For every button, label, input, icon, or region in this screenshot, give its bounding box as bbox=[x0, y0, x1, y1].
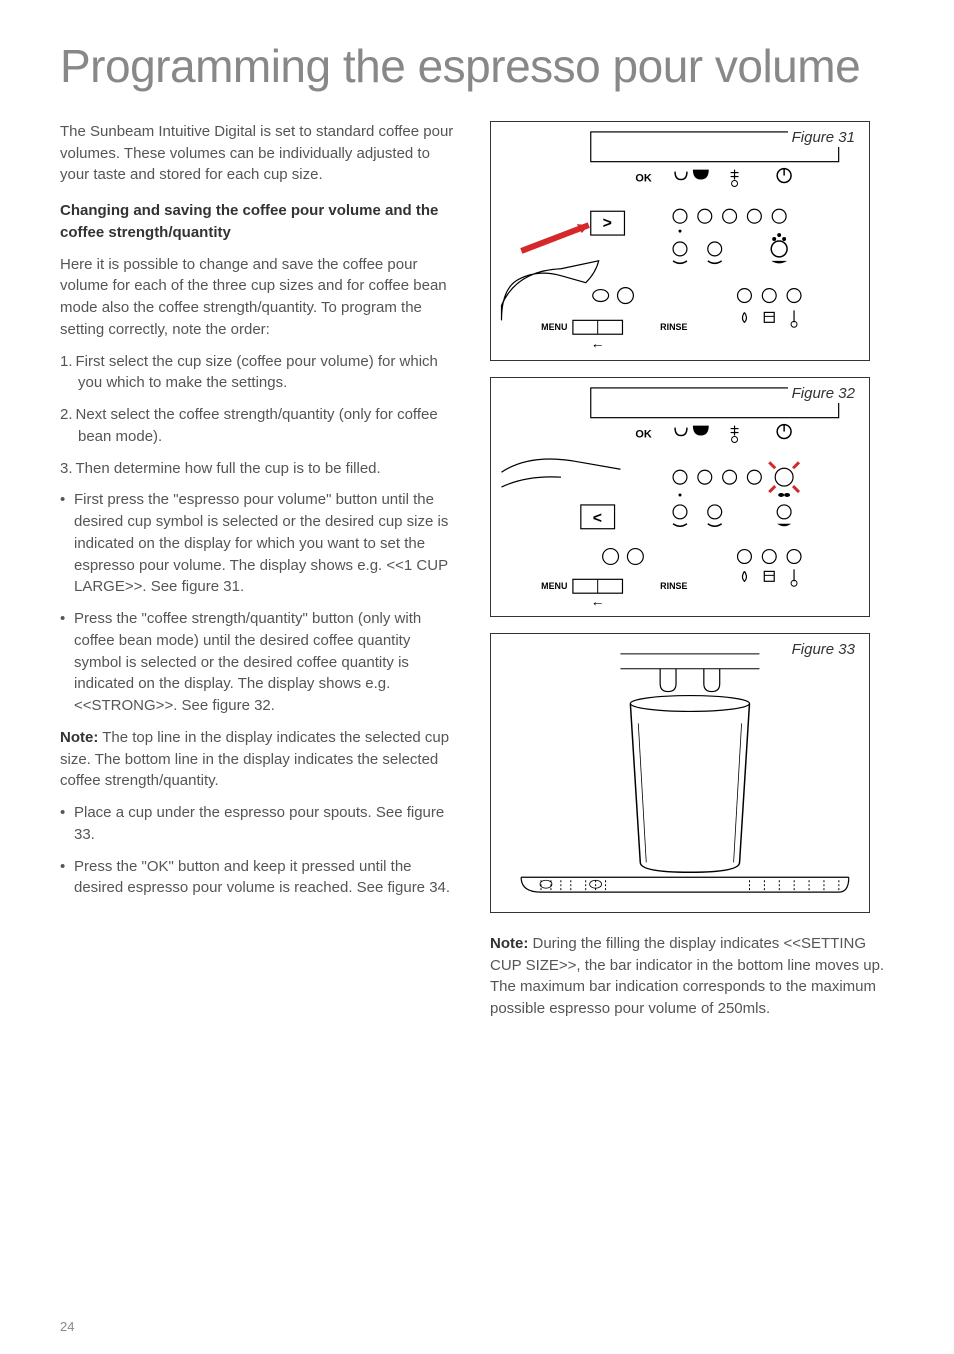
note-1-label: Note: bbox=[60, 729, 98, 746]
svg-text:←: ← bbox=[591, 335, 605, 351]
step-2: 2. Next select the coffee strength/quant… bbox=[60, 404, 460, 448]
svg-text:<: < bbox=[593, 510, 602, 527]
figure-33-label: Figure 33 bbox=[788, 640, 859, 659]
figure-33-svg bbox=[491, 634, 869, 912]
svg-text:RINSE: RINSE bbox=[660, 581, 687, 591]
paragraph-1: Here it is possible to change and save t… bbox=[60, 254, 460, 341]
note-1-text: The top line in the display indicates th… bbox=[60, 729, 449, 790]
figure-32: Figure 32 OK bbox=[490, 377, 870, 617]
bullet-1: First press the "espresso pour volume" b… bbox=[60, 489, 460, 598]
page-title: Programming the espresso pour volume bbox=[60, 40, 894, 93]
figure-31-label: Figure 31 bbox=[788, 128, 859, 147]
ordered-steps: 1. First select the cup size (coffee pou… bbox=[60, 351, 460, 480]
page-number: 24 bbox=[60, 1319, 74, 1334]
figure-31-svg: OK > bbox=[491, 122, 869, 360]
bullet-4: Press the "OK" button and keep it presse… bbox=[60, 856, 460, 900]
ok-label: OK bbox=[635, 172, 651, 184]
bullet-list-1: First press the "espresso pour volume" b… bbox=[60, 489, 460, 717]
section-heading: Changing and saving the coffee pour volu… bbox=[60, 200, 460, 244]
menu-label: MENU bbox=[541, 322, 567, 332]
step-3: 3. Then determine how full the cup is to… bbox=[60, 458, 460, 480]
figure-32-label: Figure 32 bbox=[788, 384, 859, 403]
svg-text:>: > bbox=[603, 215, 612, 232]
bullet-list-2: Place a cup under the espresso pour spou… bbox=[60, 802, 460, 899]
svg-text:OK: OK bbox=[635, 428, 651, 440]
intro-paragraph: The Sunbeam Intuitive Digital is set to … bbox=[60, 121, 460, 186]
svg-text:←: ← bbox=[591, 593, 605, 609]
right-column: Figure 31 OK bbox=[490, 121, 890, 1020]
note-2: Note: During the filling the display ind… bbox=[490, 933, 890, 1020]
content-columns: The Sunbeam Intuitive Digital is set to … bbox=[60, 121, 894, 1020]
note-2-text: During the filling the display indicates… bbox=[490, 935, 884, 1017]
bullet-2: Press the "coffee strength/quantity" but… bbox=[60, 608, 460, 717]
left-column: The Sunbeam Intuitive Digital is set to … bbox=[60, 121, 460, 1020]
note-2-label: Note: bbox=[490, 935, 528, 952]
bullet-3: Place a cup under the espresso pour spou… bbox=[60, 802, 460, 846]
step-1: 1. First select the cup size (coffee pou… bbox=[60, 351, 460, 395]
figure-33: Figure 33 bbox=[490, 633, 870, 913]
figure-32-svg: OK bbox=[491, 378, 869, 616]
figure-31: Figure 31 OK bbox=[490, 121, 870, 361]
note-1: Note: The top line in the display indica… bbox=[60, 727, 460, 792]
svg-text:MENU: MENU bbox=[541, 581, 567, 591]
rinse-label: RINSE bbox=[660, 322, 687, 332]
